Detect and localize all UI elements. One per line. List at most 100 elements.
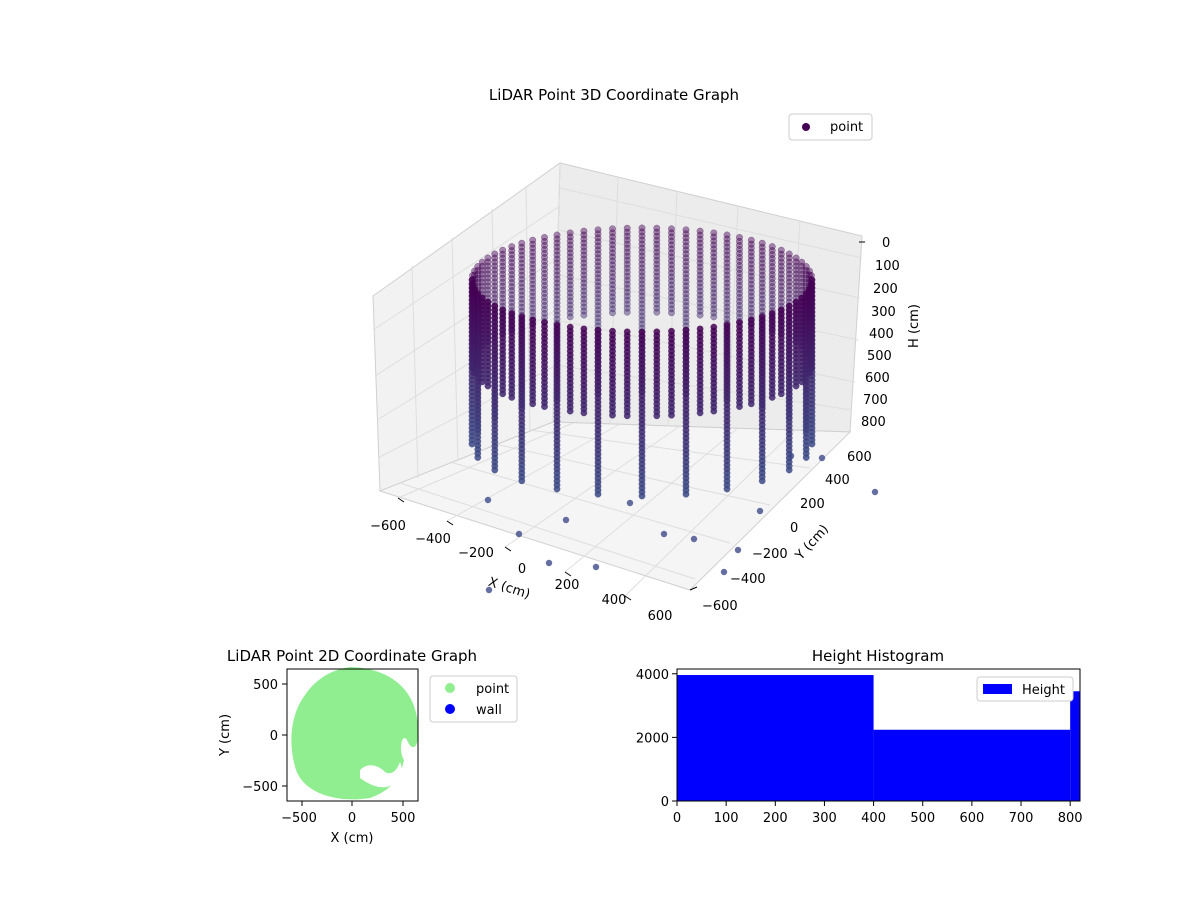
point-marker (768, 275, 776, 283)
point-marker (609, 257, 616, 265)
point-marker (710, 269, 718, 277)
x-tick-label: 400 (602, 593, 627, 608)
point-marker (668, 241, 675, 249)
point-marker (768, 271, 776, 279)
point-marker (682, 246, 690, 254)
point-marker (747, 248, 755, 256)
x-axis-label-3d: X (cm) (486, 575, 532, 603)
point-marker (484, 254, 492, 262)
point-marker (710, 265, 718, 273)
point-marker (720, 568, 728, 576)
point-marker (747, 252, 755, 260)
point-marker (653, 252, 661, 260)
point-marker (638, 268, 646, 276)
x-tick-label: 200 (555, 578, 580, 593)
point-marker (682, 274, 690, 282)
point-marker (499, 250, 507, 258)
point-marker (785, 286, 793, 294)
point-marker (736, 297, 743, 305)
point-marker (638, 316, 646, 324)
x-ticks-2d: −500 0 500 (281, 801, 415, 826)
point-marker (668, 289, 675, 297)
point-marker (609, 309, 616, 317)
x-ticks-3d: −600 −400 −200 0 200 400 600 (370, 497, 673, 624)
x-tick-label: 600 (648, 609, 673, 624)
point-marker (668, 225, 675, 233)
legend-marker-point (445, 683, 455, 693)
point-marker (499, 286, 507, 294)
point-marker (668, 249, 675, 257)
point-marker (499, 270, 507, 278)
point-marker (508, 271, 516, 279)
point-marker (792, 282, 800, 290)
point-marker (541, 277, 548, 285)
point-marker (777, 282, 785, 290)
point-marker (491, 278, 499, 286)
point-marker (710, 257, 718, 265)
point-marker (736, 301, 743, 309)
point-marker (594, 314, 602, 322)
point-marker (785, 282, 793, 290)
point-marker (499, 278, 507, 286)
point-marker (518, 259, 526, 267)
point-marker (758, 283, 766, 291)
point-marker (638, 224, 646, 232)
point-marker (696, 287, 704, 295)
point-marker (594, 282, 602, 290)
point-marker (529, 256, 537, 264)
point-marker (638, 228, 646, 236)
point-marker (609, 229, 616, 237)
point-marker (553, 271, 561, 279)
point-marker (785, 258, 793, 266)
point-marker (508, 291, 516, 299)
point-marker (609, 301, 616, 309)
point-marker (682, 254, 690, 262)
y-tick-label: 0 (270, 729, 278, 744)
point-marker (723, 287, 731, 295)
point-marker (638, 292, 646, 300)
y-tick-label: 4000 (636, 668, 669, 683)
point-marker (792, 274, 800, 282)
point-marker (553, 243, 561, 251)
point-marker (696, 235, 704, 243)
point-marker (696, 291, 704, 299)
point-marker (723, 259, 731, 267)
point-marker (529, 304, 537, 312)
point-marker (566, 253, 574, 261)
point-marker (541, 301, 548, 309)
point-marker (566, 265, 574, 273)
point-marker (623, 224, 631, 232)
point-marker (491, 258, 499, 266)
point-marker (653, 260, 661, 268)
point-marker (768, 279, 776, 287)
point-marker (484, 286, 492, 294)
point-marker (580, 243, 588, 251)
legend-2d: point wall (429, 675, 518, 723)
point-marker (710, 305, 718, 313)
point-marker (529, 292, 537, 300)
z-tick-label: 400 (869, 327, 894, 342)
point-marker (518, 247, 526, 255)
point-marker (609, 305, 616, 313)
point-marker (566, 297, 574, 305)
point-marker (736, 277, 743, 285)
point-marker (777, 250, 785, 258)
point-marker (518, 291, 526, 299)
point-marker (682, 490, 690, 498)
histogram-bars (677, 675, 1080, 801)
point-marker (594, 270, 602, 278)
point-marker (653, 292, 661, 300)
point-marker (580, 231, 588, 239)
point-marker (736, 245, 743, 253)
point-marker (553, 311, 561, 319)
point-marker (653, 280, 661, 288)
point-marker (566, 309, 574, 317)
point-marker (518, 283, 526, 291)
point-marker (638, 260, 646, 268)
point-marker (736, 261, 743, 269)
point-marker (668, 285, 675, 293)
point-marker (566, 261, 574, 269)
point-marker (580, 235, 588, 243)
point-marker (580, 251, 588, 259)
point-marker (785, 270, 793, 278)
